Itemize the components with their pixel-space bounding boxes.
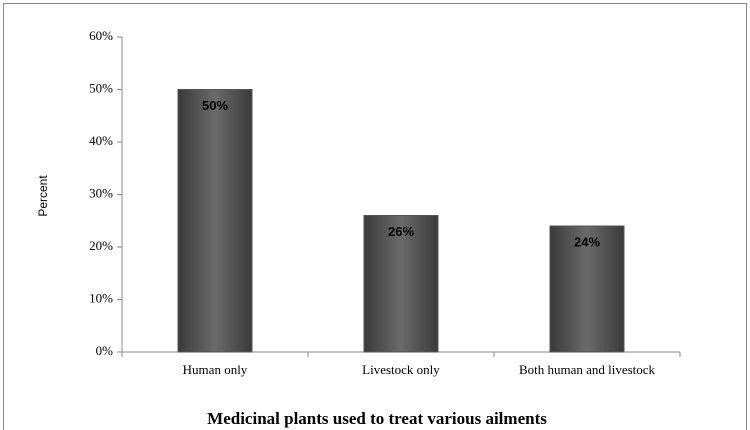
x-axis-title: Medicinal plants used to treat various a… bbox=[207, 409, 547, 428]
x-tick-label-box: Both human and livestock bbox=[518, 362, 656, 377]
y-tick-label: 50% bbox=[89, 80, 113, 95]
y-tick-label: 60% bbox=[89, 28, 113, 43]
data-label: 50% bbox=[202, 98, 228, 113]
y-tick-label: 20% bbox=[89, 238, 113, 253]
y-tick-label: 0% bbox=[96, 343, 114, 358]
x-tick-label: Human only bbox=[182, 362, 248, 377]
x-tick-label: Both human and livestock bbox=[518, 362, 656, 377]
y-tick-label: 10% bbox=[89, 290, 113, 305]
x-tick-label-box: Livestock only bbox=[362, 362, 440, 377]
y-tick-label: 40% bbox=[89, 133, 113, 148]
bar bbox=[549, 225, 625, 353]
y-axis-title: Percent bbox=[36, 175, 50, 217]
x-tick-label-box: Human only bbox=[182, 362, 248, 377]
bar bbox=[177, 89, 253, 353]
bar bbox=[363, 215, 439, 353]
y-tick-label: 30% bbox=[89, 185, 113, 200]
data-label: 24% bbox=[574, 234, 600, 249]
x-tick-label: Livestock only bbox=[362, 362, 440, 377]
data-label: 26% bbox=[388, 224, 414, 239]
